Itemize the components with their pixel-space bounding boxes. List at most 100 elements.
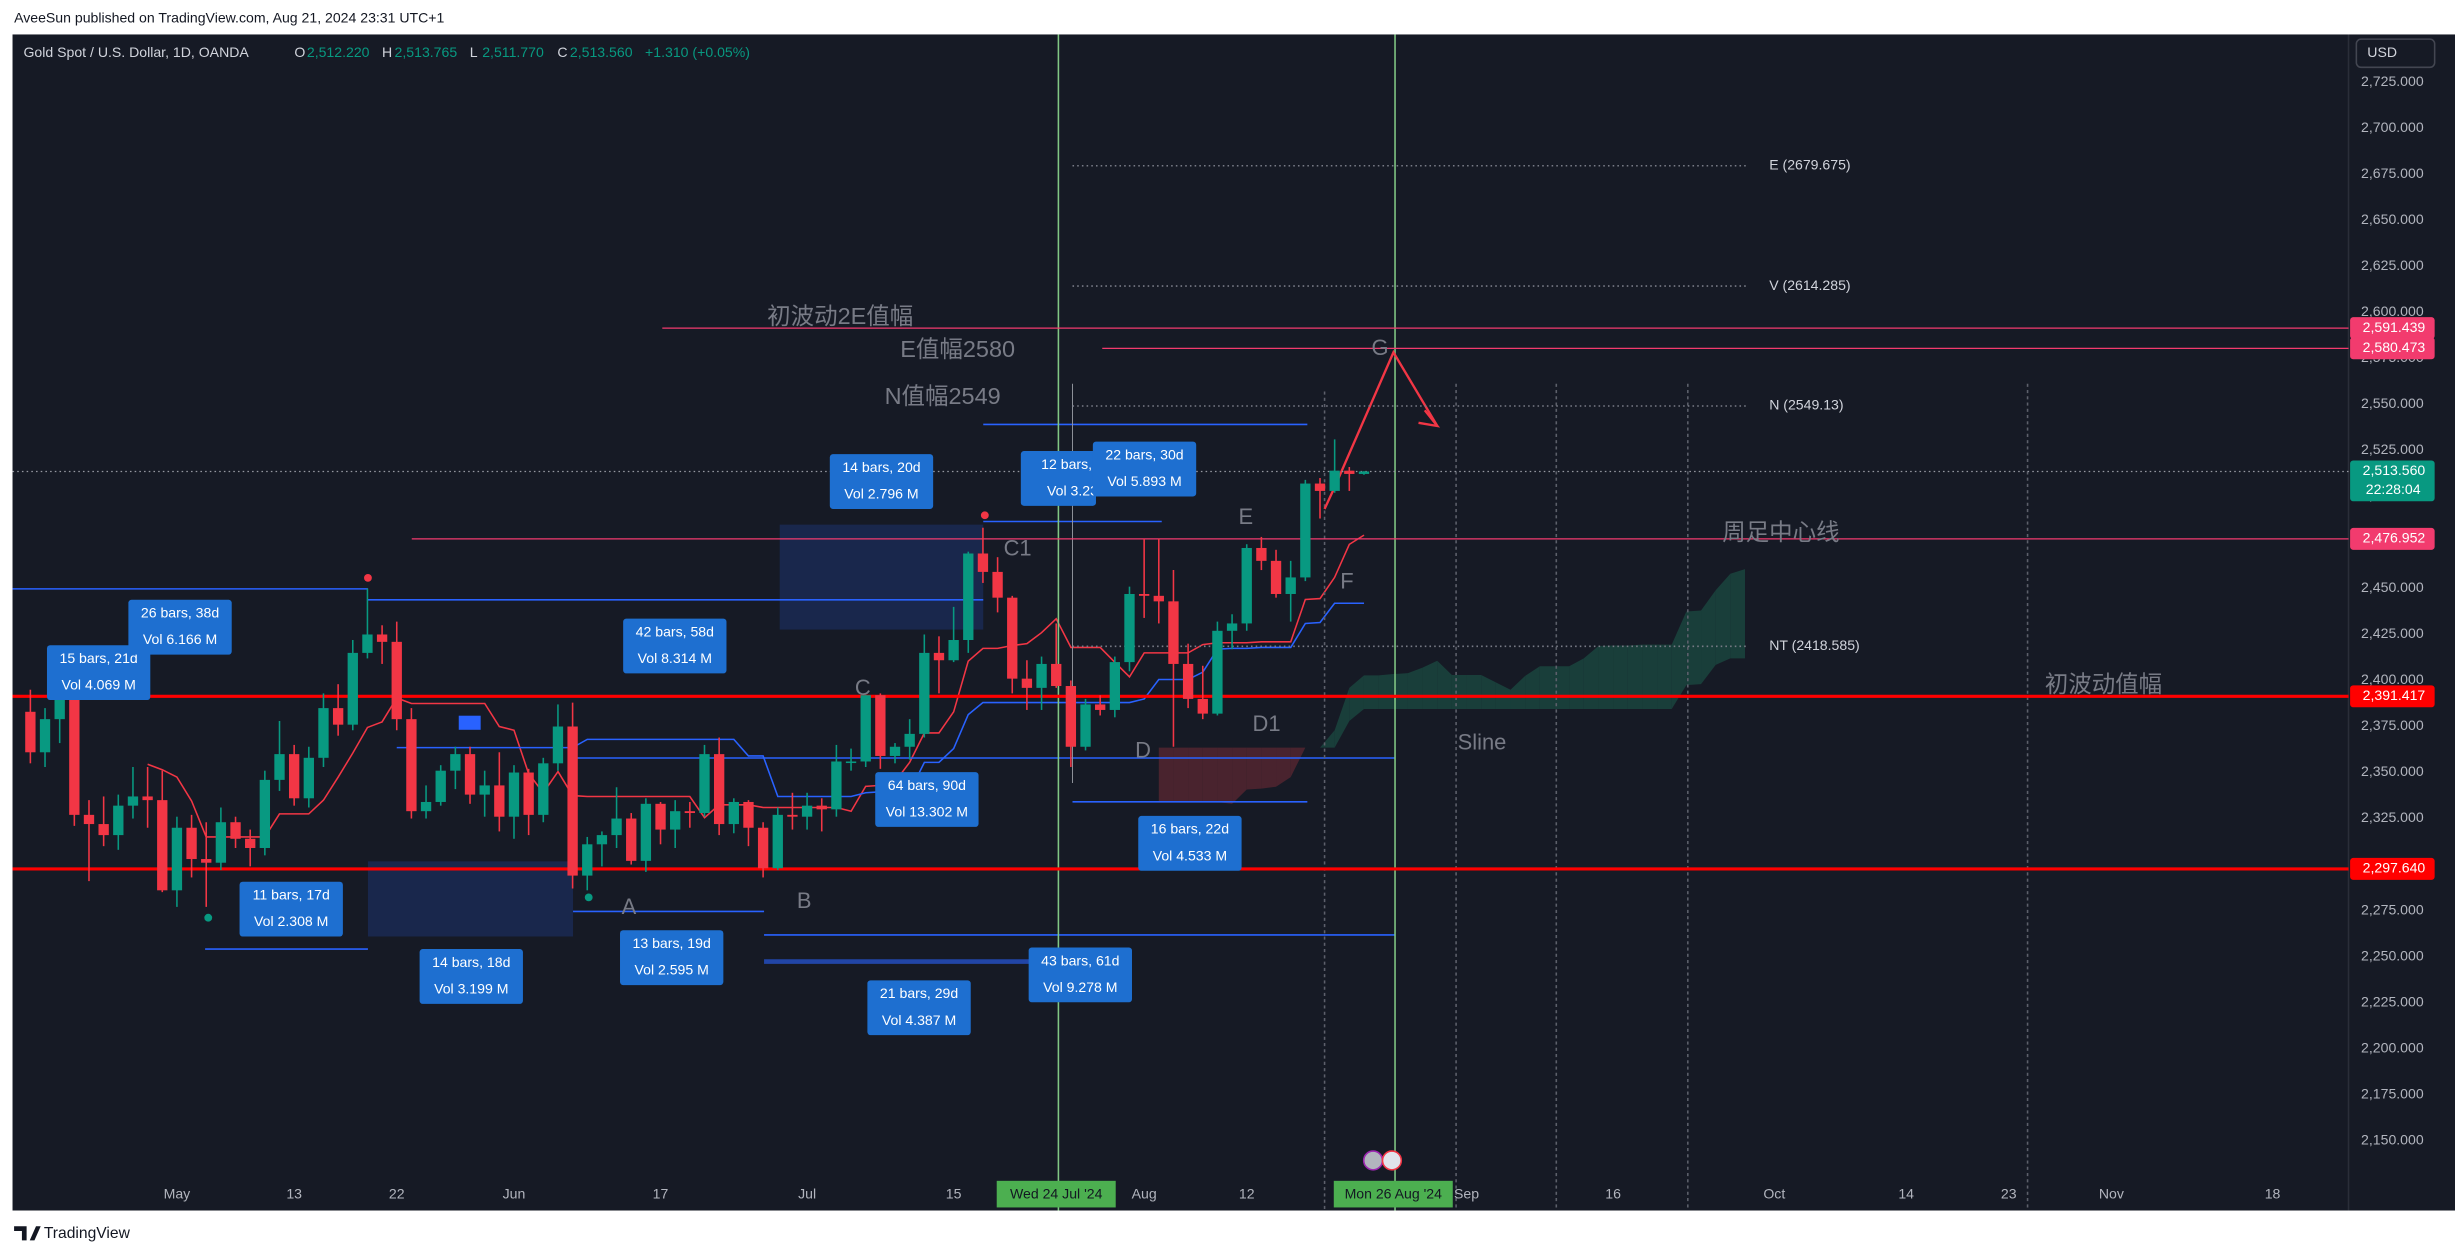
annotation: Sline: [1458, 730, 1507, 755]
ohlc-key: C: [557, 44, 567, 60]
ohlc-key: H: [382, 44, 392, 60]
measure-box: [829, 454, 934, 509]
measure-bars: 16 bars, 22d: [1151, 821, 1229, 837]
x-tick-label: 16: [1605, 1186, 1621, 1202]
price-tag: [2350, 857, 2435, 880]
countdown: 22:28:04: [2366, 481, 2421, 497]
price-tag-label: 2,297.640: [2363, 860, 2426, 876]
x-tick-label: 12: [1239, 1186, 1255, 1202]
cloud: [1701, 590, 1716, 685]
candle-body: [1168, 601, 1179, 664]
cloud: [1261, 747, 1277, 789]
candle-body: [1095, 704, 1106, 710]
measure-box: [867, 980, 971, 1036]
measure-box: [623, 618, 727, 674]
currency-button[interactable]: [2355, 38, 2436, 69]
annotation: D1: [1253, 711, 1281, 736]
candle-body: [1036, 663, 1047, 688]
ohlc-value: 2,513.560: [570, 44, 633, 60]
y-tick-label: 2,325.000: [2361, 809, 2424, 825]
measure-vol: Vol 8.314 M: [638, 650, 712, 666]
candle-body: [157, 800, 168, 891]
change: +1.310 (+0.05%): [645, 44, 750, 60]
candle-body: [25, 711, 36, 753]
candle-body: [596, 835, 608, 845]
cloud: [1173, 747, 1189, 802]
measure-box: [239, 881, 343, 937]
candle-body: [274, 754, 285, 780]
logo: [14, 1226, 41, 1241]
candle-body: [39, 719, 51, 753]
candle-body: [728, 801, 739, 825]
price-tag: [2350, 337, 2435, 360]
candle-body: [626, 818, 637, 861]
annotation: G: [1372, 335, 1389, 360]
cloud: [1613, 645, 1628, 710]
cloud: [1158, 747, 1174, 802]
level-label: V (2614.285): [1769, 277, 1850, 293]
candle-body: [318, 708, 329, 758]
price-tag: [2350, 527, 2435, 550]
annotation: 周足中心线: [1722, 519, 1839, 545]
ohlc-value: 2,513.765: [395, 44, 458, 60]
cloud: [1422, 660, 1438, 710]
candle-body: [1314, 483, 1326, 491]
candle-body: [1138, 593, 1150, 596]
candle-body: [1153, 595, 1164, 602]
candle-body: [831, 761, 842, 810]
measure-bars: 14 bars, 20d: [842, 459, 920, 475]
candle-body: [1080, 704, 1091, 747]
measure-box: [1092, 441, 1197, 497]
candle-body: [259, 779, 271, 848]
candle-body: [376, 634, 388, 642]
measure-bars: 22 bars, 30d: [1105, 446, 1183, 462]
candle-body: [1285, 577, 1296, 594]
price-tag-label: 2,580.473: [2363, 339, 2426, 355]
cloud: [1232, 747, 1247, 804]
range-box: [779, 524, 984, 630]
y-tick-label: 2,425.000: [2361, 625, 2424, 641]
cloud: [1686, 610, 1702, 686]
x-tick-label: Jun: [503, 1186, 526, 1202]
brand: TradingView: [44, 1225, 131, 1242]
measure-vol: Vol 2.595 M: [635, 962, 709, 978]
pivot-dot: [364, 573, 372, 582]
symbol: Gold Spot / U.S. Dollar, 1D, OANDA: [23, 44, 249, 60]
candle-body: [245, 838, 256, 848]
measure-bars: 11 bars, 17d: [253, 887, 330, 903]
candle-body: [611, 818, 622, 836]
date-flag-label: Mon 26 Aug '24: [1345, 1186, 1443, 1202]
measure-vol: Vol 13.302 M: [886, 804, 968, 820]
measure-vol: Vol 4.533 M: [1153, 847, 1227, 863]
cloud: [1510, 675, 1526, 710]
cloud: [1246, 747, 1262, 790]
candle-body: [523, 772, 534, 815]
y-tick-label: 2,175.000: [2361, 1085, 2424, 1101]
y-tick-label: 2,250.000: [2361, 947, 2424, 963]
candle-body: [508, 772, 520, 817]
cloud: [1481, 674, 1496, 710]
measure-vol: Vol 6.166 M: [143, 631, 217, 647]
candle-body: [1358, 471, 1370, 474]
y-tick-label: 2,450.000: [2361, 579, 2424, 595]
candle-body: [948, 640, 959, 661]
price-tag-label: 2,591.439: [2363, 319, 2426, 335]
candle-body: [1197, 698, 1208, 714]
candle-body: [640, 803, 652, 861]
cloud: [1730, 569, 1745, 659]
candle-body: [391, 641, 402, 720]
ohlc-key: O: [294, 44, 305, 60]
candle-body: [201, 859, 212, 863]
annotation: N值幅2549: [885, 383, 1001, 409]
candle-body: [1270, 560, 1282, 594]
candle-body: [757, 827, 769, 869]
candle-body: [494, 785, 505, 817]
x-tick-label: Aug: [1132, 1186, 1157, 1202]
candle-body: [450, 754, 461, 771]
annotation: 初波动2E值幅: [767, 303, 913, 329]
x-tick-label: Oct: [1763, 1186, 1785, 1202]
measure-bars: 12 bars, 1: [1041, 456, 1104, 472]
price-layer: O 2,512.220 H 2,513.765 L 2,511.770 C 2,513.560…: [12, 44, 2435, 1208]
candle-body: [801, 805, 813, 817]
measure-bars: 26 bars, 38d: [141, 605, 219, 621]
